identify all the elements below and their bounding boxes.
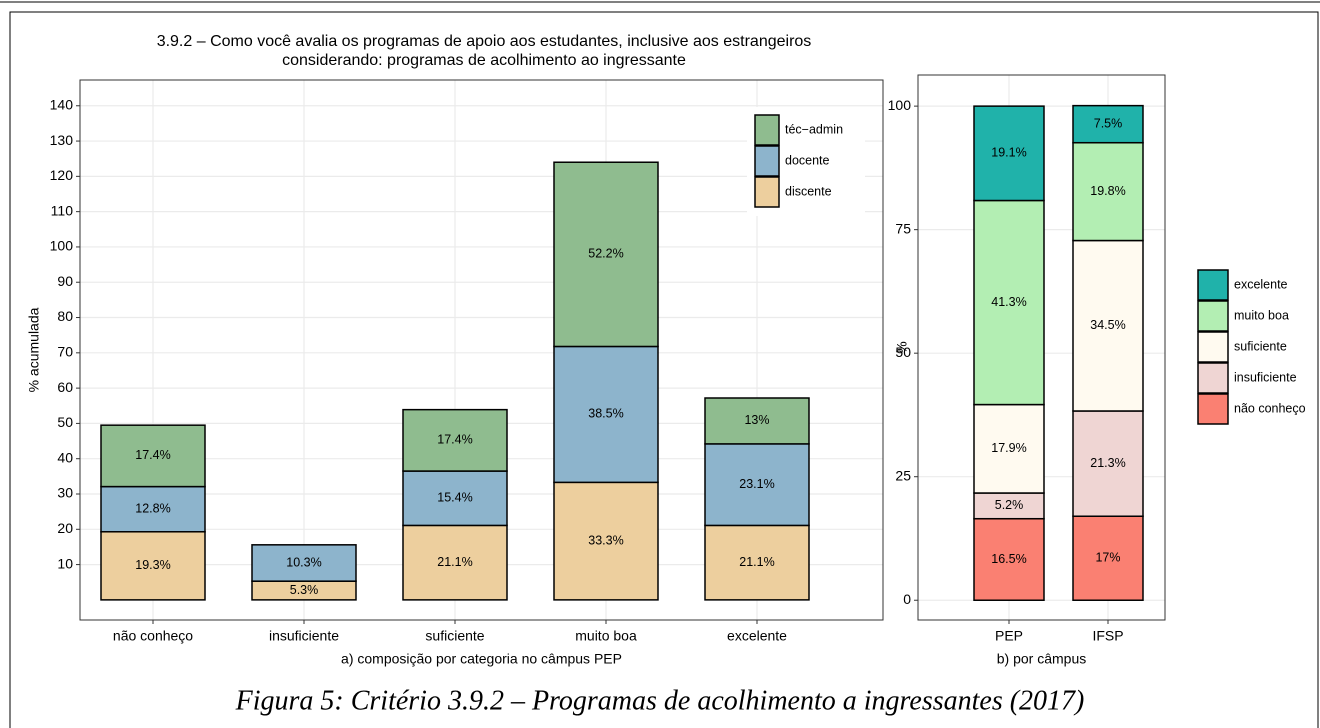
bar-segment [704, 397, 810, 445]
bar-segment [402, 524, 508, 601]
value-label: 34.5% [1090, 318, 1125, 332]
y-tick-label: 75 [895, 220, 911, 236]
bar-segment [1072, 104, 1144, 144]
x-tick-label: suficiente [425, 628, 484, 644]
bar-segment [100, 485, 206, 533]
y-tick-label: 90 [57, 273, 73, 289]
y-tick-label: 110 [51, 202, 74, 218]
legend-key [754, 176, 780, 208]
value-label: 12.8% [135, 501, 170, 515]
legend-key [1197, 300, 1229, 332]
legend-label: não conheço [1234, 401, 1306, 415]
bar-segment [553, 481, 659, 601]
value-label: 19.8% [1090, 184, 1125, 198]
caption: Figura 5: Critério 3.9.2 – Programas de … [235, 685, 1085, 716]
chart-subtitle: considerando: programas de acolhimento a… [282, 52, 686, 69]
x-tick-label: PEP [995, 628, 1023, 644]
value-label: 7.5% [1094, 116, 1123, 130]
x-axis-label: a) composição por categoria no câmpus PE… [341, 651, 622, 667]
bar-segment [251, 544, 357, 582]
legend-label: suficiente [1234, 339, 1287, 353]
y-tick-label: 100 [888, 97, 912, 113]
bar-segment [973, 105, 1045, 202]
value-label: 17% [1095, 551, 1120, 565]
y-axis-label: % [894, 341, 910, 353]
x-axis-label: b) por câmpus [997, 651, 1086, 667]
value-label: 19.1% [991, 146, 1026, 160]
value-label: 21.3% [1090, 456, 1125, 470]
legend-key [1197, 362, 1229, 394]
legend-key [1197, 393, 1229, 425]
bar-segment [973, 403, 1045, 494]
x-tick-label: IFSP [1092, 628, 1123, 644]
value-label: 52.2% [588, 247, 623, 261]
y-tick-label: 50 [895, 344, 911, 360]
legend-key [1197, 331, 1229, 363]
value-label: 19.3% [135, 558, 170, 572]
legend-label: excelente [1234, 277, 1288, 291]
panel-border [917, 74, 1166, 621]
x-tick-label: insuficiente [269, 628, 339, 644]
y-tick-label: 10 [57, 555, 73, 571]
bar-segment [973, 517, 1045, 601]
legend-key [754, 114, 780, 146]
value-label: 23.1% [739, 477, 774, 491]
value-label: 17.4% [135, 448, 170, 462]
y-tick-label: 0 [903, 591, 911, 607]
x-tick-label: não conheço [113, 628, 193, 644]
value-label: 41.3% [991, 295, 1026, 309]
bar-segment [100, 424, 206, 488]
value-label: 38.5% [588, 407, 623, 421]
y-axis-label: % acumulada [26, 307, 42, 392]
legend-label: insuficiente [1234, 370, 1297, 384]
bar-segment [1072, 515, 1144, 601]
value-label: 33.3% [588, 533, 623, 547]
bar-segment [402, 470, 508, 527]
y-tick-label: 40 [57, 449, 73, 465]
value-label: 21.1% [437, 555, 472, 569]
frame [9, 11, 1319, 728]
x-tick-label: excelente [727, 628, 787, 644]
y-tick-label: 130 [50, 132, 74, 148]
y-tick-label: 140 [50, 96, 74, 112]
x-tick-label: muito boa [575, 628, 637, 644]
y-tick-label: 30 [57, 485, 73, 501]
y-tick-label: 70 [57, 344, 73, 360]
bar-segment [553, 345, 659, 484]
bar-segment [402, 408, 508, 472]
y-tick-label: 20 [57, 520, 73, 536]
value-label: 16.5% [991, 552, 1026, 566]
bar-segment [553, 161, 659, 348]
value-label: 15.4% [437, 491, 472, 505]
legend-label: muito boa [1234, 308, 1289, 322]
y-tick-label: 80 [57, 308, 73, 324]
y-tick-label: 100 [50, 238, 74, 254]
bar-segment [1072, 141, 1144, 242]
legend-label: téc−admin [785, 122, 843, 136]
legend-key [1197, 269, 1229, 301]
value-label: 17.4% [437, 433, 472, 447]
bar-segment [704, 443, 810, 527]
y-tick-label: 60 [57, 379, 73, 395]
value-label: 21.1% [739, 555, 774, 569]
panel-border [79, 79, 884, 621]
value-label: 10.3% [286, 555, 321, 569]
value-label: 17.9% [991, 441, 1026, 455]
legend-label: docente [785, 153, 830, 167]
chart-title: 3.9.2 – Como você avalia os programas de… [157, 33, 812, 50]
bar-segment [973, 492, 1045, 520]
legend-key [754, 145, 780, 177]
bar-segment [704, 524, 810, 601]
bar-segment [100, 531, 206, 601]
y-tick-label: 50 [57, 414, 73, 430]
y-tick-label: 120 [50, 167, 74, 183]
value-label: 5.3% [290, 583, 319, 597]
y-tick-label: 25 [895, 467, 911, 483]
legend-label: discente [785, 184, 832, 198]
value-label: 5.2% [995, 498, 1024, 512]
value-label: 13% [744, 413, 769, 427]
